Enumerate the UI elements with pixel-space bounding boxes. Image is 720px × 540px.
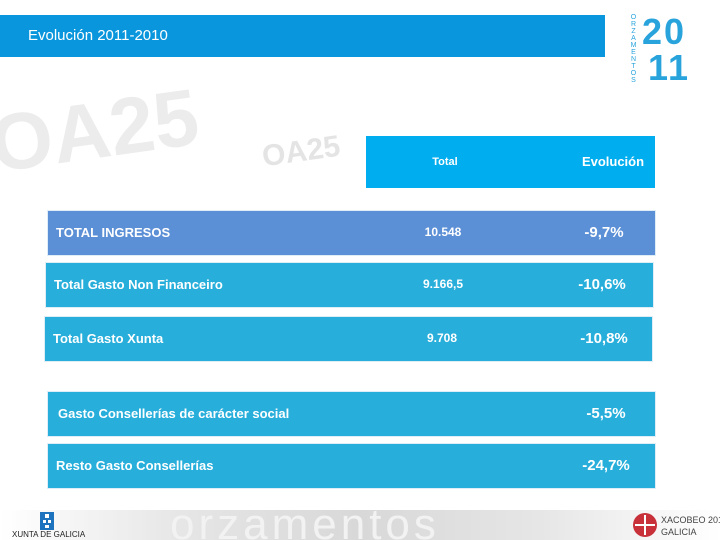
row-total: 10.548 xyxy=(424,225,462,239)
logo-vertical-text: ORZAMENTOS xyxy=(630,14,637,84)
row-total: 9.166,5 xyxy=(422,277,464,291)
xacobeo-logo-text: XACOBEO 2010 GALICIA xyxy=(661,514,720,538)
footer: orzamentos XUNTA DE GALICIA XACOBEO 2010… xyxy=(0,500,720,540)
row-label: TOTAL INGRESOS xyxy=(56,225,171,240)
xacobeo-line2: GALICIA xyxy=(661,527,697,537)
table-row: Gasto Consellerías de carácter social -5… xyxy=(48,392,655,436)
table-row: Resto Gasto Consellerías -24,7% xyxy=(48,444,655,488)
logo-year-top: 20 xyxy=(642,11,687,52)
header-total: Total xyxy=(432,156,458,168)
page-title: Evolución 2011-2010 xyxy=(28,27,168,44)
watermark-large: OA25 xyxy=(0,71,205,190)
row-label: Total Gasto Non Financeiro xyxy=(54,277,223,292)
row-total: 9.708 xyxy=(426,331,458,345)
xunta-shield-icon xyxy=(40,512,54,530)
orzamentos-2011-logo: ORZAMENTOS 20 11 xyxy=(626,12,710,87)
row-evolucion: -24,7% xyxy=(582,457,630,474)
row-label: Gasto Consellerías de carácter social xyxy=(58,406,290,421)
row-evolucion: -9,7% xyxy=(584,224,624,241)
logo-year-bottom: 11 xyxy=(648,47,691,88)
xunta-logo-text: XUNTA DE GALICIA xyxy=(12,530,86,539)
footer-watermark: orzamentos xyxy=(170,500,440,540)
row-evolucion: -10,8% xyxy=(580,330,628,347)
watermark-small: OA25 xyxy=(260,129,343,174)
row-label: Resto Gasto Consellerías xyxy=(56,458,214,473)
row-evolucion: -10,6% xyxy=(578,276,626,293)
table-row: Total Gasto Non Financeiro 9.166,5 -10,6… xyxy=(46,263,653,307)
row-label: Total Gasto Xunta xyxy=(53,331,164,346)
header-evolucion: Evolución xyxy=(581,154,645,169)
xacobeo-logo-icon xyxy=(633,513,657,537)
title-bar: Evolución 2011-2010 xyxy=(0,15,605,57)
table-row: TOTAL INGRESOS 10.548 -9,7% xyxy=(48,211,655,255)
table-row: Total Gasto Xunta 9.708 -10,8% xyxy=(45,317,652,361)
xacobeo-line1: XACOBEO 2010 xyxy=(661,515,720,525)
row-evolucion: -5,5% xyxy=(586,405,626,422)
table-header: Total Evolución xyxy=(366,136,655,188)
